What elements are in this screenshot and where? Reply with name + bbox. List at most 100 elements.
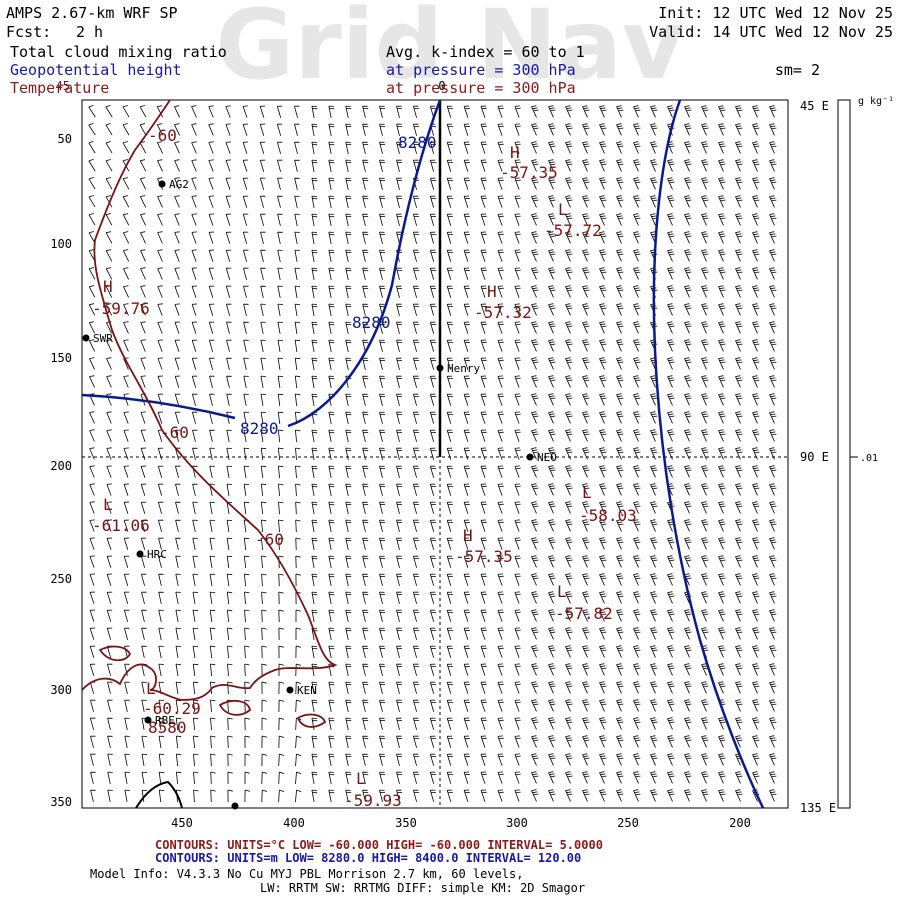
wind-barb — [616, 321, 624, 334]
wind-barb — [548, 501, 556, 514]
wind-barb — [667, 375, 675, 388]
wind-barb — [735, 555, 743, 568]
wind-barb — [260, 285, 266, 298]
wind-barb — [261, 591, 267, 605]
wind-barb — [88, 339, 96, 352]
wind-barb — [463, 591, 470, 604]
wind-barb — [735, 339, 743, 352]
wind-barb — [105, 231, 113, 244]
wind-barb — [191, 231, 197, 244]
wind-barb — [345, 411, 352, 424]
wind-barb — [175, 735, 182, 749]
wind-barb — [531, 159, 539, 172]
wind-barb — [88, 123, 96, 136]
wind-barb — [633, 105, 641, 118]
wind-barb — [174, 177, 180, 190]
wind-barb — [345, 177, 352, 190]
wind-barb — [379, 501, 386, 514]
height-label-2: 8280 — [352, 313, 391, 332]
wind-barb — [718, 645, 726, 658]
wind-barb — [276, 105, 283, 118]
wind-barb — [616, 681, 624, 694]
wind-barb — [174, 375, 181, 388]
wind-barb — [140, 411, 146, 424]
wind-barb — [701, 375, 709, 388]
wind-barb — [565, 159, 573, 172]
pressure-height: at pressure = 300 hPa — [386, 61, 576, 79]
wind-barb — [243, 429, 249, 442]
wind-barb — [311, 735, 318, 748]
wind-barb — [311, 447, 318, 460]
wind-barb — [701, 429, 709, 442]
wind-barb — [396, 141, 403, 154]
wind-barb — [295, 573, 301, 587]
wind-barb — [497, 699, 504, 712]
wind-barb — [157, 447, 164, 460]
wind-barb — [735, 663, 743, 676]
station-marker — [526, 453, 534, 461]
wind-barb — [242, 177, 249, 190]
wind-barb — [565, 771, 573, 784]
wind-barb — [311, 285, 318, 298]
wind-barb — [243, 285, 249, 298]
wind-barb — [362, 465, 369, 478]
wind-barb — [413, 285, 419, 298]
wind-barb — [345, 717, 352, 730]
wind-barb — [362, 321, 369, 334]
wind-barb — [667, 321, 675, 334]
wind-barb — [124, 771, 130, 784]
wind-barb — [548, 195, 556, 208]
wind-barb — [328, 483, 335, 496]
wind-barb — [209, 573, 216, 586]
wind-barb — [158, 591, 164, 604]
wind-barb — [497, 645, 504, 658]
wind-barb — [429, 321, 437, 334]
wind-barb — [413, 159, 419, 172]
wind-barb — [328, 339, 335, 352]
wind-barb — [480, 573, 487, 586]
wind-barb — [616, 213, 624, 226]
wind-barb — [141, 573, 147, 586]
wind-barb — [123, 429, 129, 442]
wind-barb — [565, 375, 573, 388]
wind-barb — [174, 357, 181, 370]
wind-barb — [192, 411, 198, 424]
wind-barb — [413, 303, 419, 316]
wind-barb — [429, 645, 437, 658]
wind-barb — [362, 429, 369, 442]
wind-barb — [362, 231, 369, 244]
wind-barb — [413, 645, 419, 658]
wind-barb — [565, 645, 573, 658]
wind-barb — [227, 645, 233, 659]
wind-barb — [209, 429, 215, 442]
wind-barb — [497, 717, 504, 730]
wind-barb — [277, 195, 283, 208]
wind-barb — [396, 591, 403, 604]
wind-barb — [261, 771, 268, 785]
wind-barb — [191, 141, 197, 154]
station-marker — [158, 180, 166, 188]
wind-barb — [295, 555, 301, 569]
wind-barb — [328, 411, 335, 424]
wind-barb — [701, 573, 709, 586]
wind-barb — [463, 141, 470, 154]
wind-barb — [463, 393, 470, 406]
station-marker — [231, 802, 239, 810]
wind-barb — [328, 753, 335, 766]
wind-barb — [260, 195, 266, 208]
wind-barb — [396, 663, 403, 676]
wind-barb — [413, 141, 419, 154]
wind-barb — [413, 375, 419, 388]
wind-barb — [413, 465, 419, 478]
wind-barb — [650, 123, 658, 136]
wind-barb — [260, 483, 267, 497]
wind-barb — [497, 123, 504, 136]
wind-barb — [531, 213, 539, 226]
wind-barb — [208, 303, 215, 316]
wind-barb — [701, 285, 709, 298]
wind-barb — [123, 321, 129, 334]
wind-barb — [88, 141, 96, 154]
wind-barb — [531, 249, 539, 262]
wind-barb — [396, 501, 403, 514]
